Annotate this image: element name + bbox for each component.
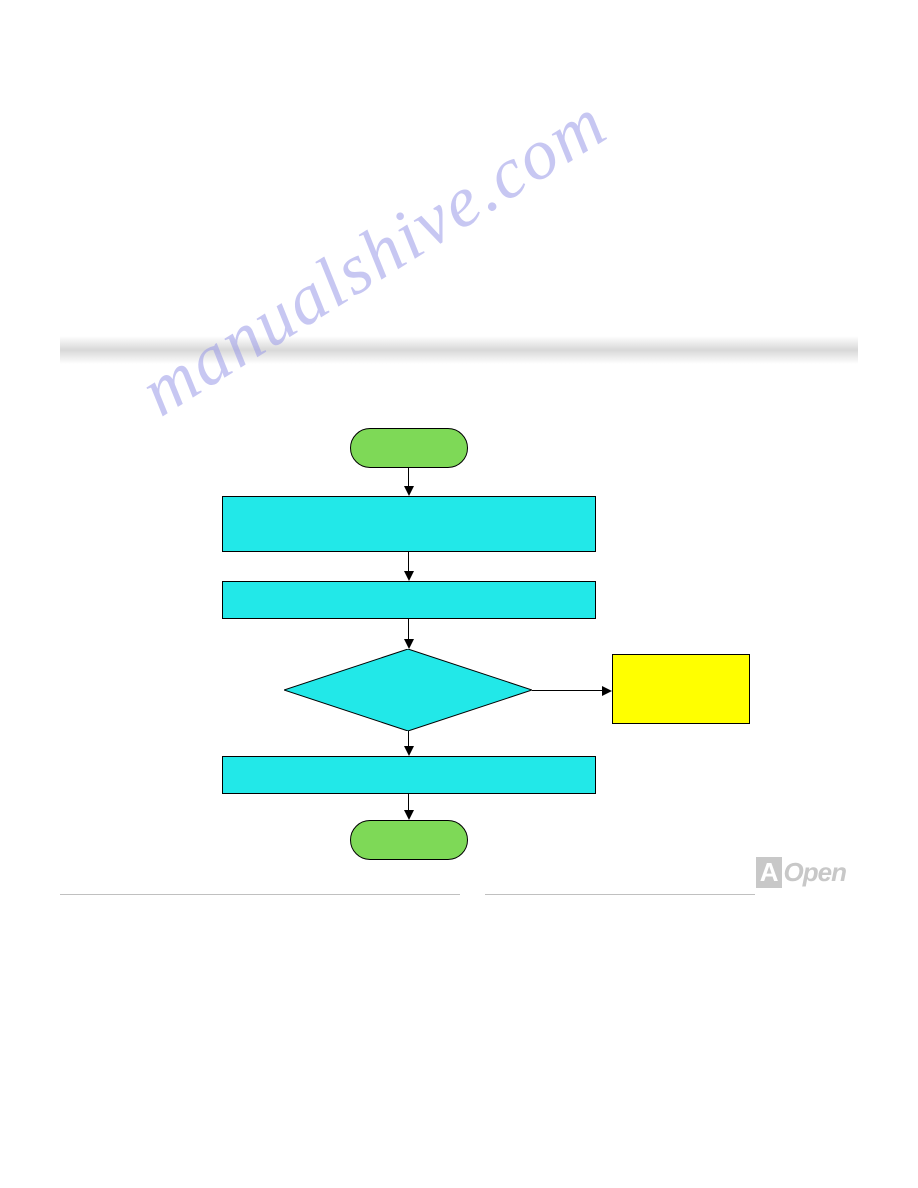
- brand-logo: AOpen: [756, 857, 846, 888]
- logo-prefix: A: [756, 857, 782, 888]
- node-process1: [222, 496, 596, 552]
- node-process3: [222, 756, 596, 794]
- footer-line-right: [485, 894, 755, 895]
- gradient-divider: [60, 336, 858, 364]
- node-decision: [284, 649, 532, 731]
- flowchart-container: [0, 420, 918, 920]
- edge-arrow: [408, 552, 409, 571]
- arrowhead-icon: [404, 810, 414, 820]
- arrowhead-icon: [404, 571, 414, 581]
- arrowhead-icon: [404, 639, 414, 649]
- node-result: [612, 654, 750, 724]
- footer-line-left: [60, 894, 460, 895]
- arrowhead-icon: [404, 486, 414, 496]
- node-start: [350, 428, 468, 468]
- logo-text: Open: [784, 857, 846, 887]
- edge-arrow: [408, 619, 409, 639]
- node-end: [350, 820, 468, 860]
- edge-arrow: [408, 794, 409, 810]
- edge-arrow: [532, 690, 602, 691]
- edge-arrow: [408, 731, 409, 746]
- arrowhead-icon: [404, 746, 414, 756]
- watermark-text: manualshive.com: [126, 81, 621, 433]
- arrowhead-icon: [602, 686, 612, 696]
- edge-arrow: [408, 468, 409, 486]
- node-process2: [222, 581, 596, 619]
